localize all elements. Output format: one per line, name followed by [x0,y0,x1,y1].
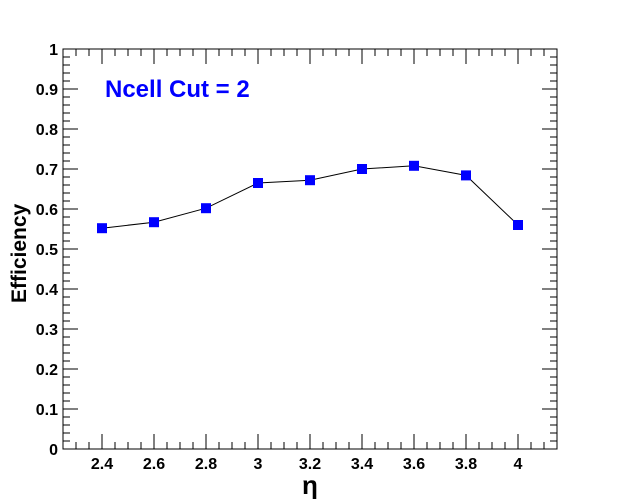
series-markers [97,160,523,234]
data-point-marker [357,164,367,174]
plot-frame [62,48,558,450]
y-tick-label: 0.9 [36,82,58,99]
annotation-label: Ncell Cut = 2 [105,76,250,103]
data-point-marker [305,175,315,186]
data-point-marker [253,178,263,188]
x-tick-label: 3.2 [299,456,321,473]
x-tick-label: 2.8 [195,456,217,473]
y-tick-label: 0.3 [36,322,58,339]
y-tick-label: 0.2 [36,362,58,379]
y-tick-label: 0.5 [36,242,58,259]
x-tick-label: 3 [254,456,263,473]
y-axis-label: Efficiency [8,203,31,303]
data-point-marker [97,223,107,234]
x-tick-label: 3.6 [403,456,425,473]
data-point-marker [513,220,523,230]
y-tick-label: 0.6 [36,202,58,219]
x-tick-label: 2.4 [91,456,113,473]
y-tick-label: 0.4 [36,282,58,299]
x-tick-label: 2.6 [143,456,165,473]
series-line [101,165,519,229]
tick-labels: 0 0.1 0.2 0.3 0.4 0.5 0.6 0.7 0.8 0.9 1 2.4 2.6 2.8 3 3… [36,42,523,473]
data-point-marker [149,217,159,228]
data-point-marker [409,160,419,171]
data-point-marker [461,170,471,181]
y-tick-label: 0.8 [36,122,58,139]
y-tick-label: 1 [49,42,58,59]
y-tick-label: 0 [49,442,58,459]
x-tick-label: 3.8 [455,456,477,473]
axis-ticks [62,48,558,450]
y-tick-label: 0.7 [36,162,58,179]
y-tick-label: 0.1 [36,402,58,419]
x-tick-label: 3.4 [351,456,373,473]
x-axis-label: η [302,470,318,499]
data-point-marker [201,203,211,214]
x-tick-label: 4 [514,456,523,473]
